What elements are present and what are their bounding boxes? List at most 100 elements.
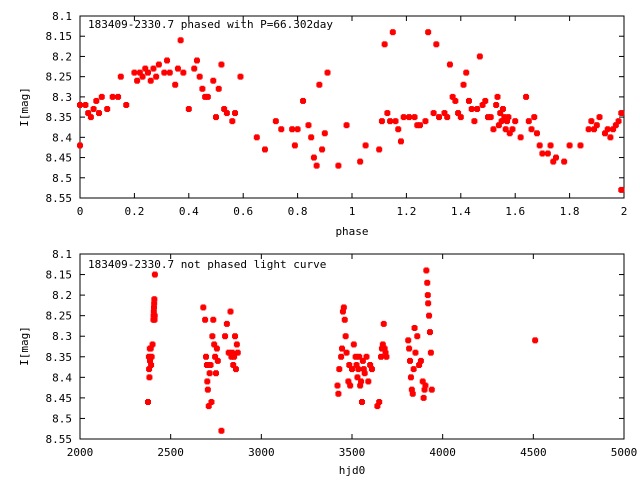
unphased-data-point: [200, 304, 207, 311]
phased-data-point: [425, 29, 432, 36]
phased-data-point: [221, 106, 228, 113]
phased-data-point: [98, 93, 105, 100]
phased-x-tick-label: 0.6: [233, 205, 253, 218]
unphased-data-point: [347, 382, 354, 389]
phased-data-point: [199, 85, 206, 92]
unphased-data-point: [357, 382, 364, 389]
phased-data-point: [509, 126, 516, 133]
phased-data-point: [77, 142, 83, 149]
phased-data-point: [468, 106, 475, 113]
phased-data-point: [547, 142, 554, 149]
unphased-data-point: [209, 333, 216, 340]
unphased-data-point: [350, 341, 357, 348]
unphased-data-point: [414, 333, 421, 340]
phased-data-point: [471, 118, 478, 125]
unphased-data-point: [354, 374, 361, 381]
unphased-data-point: [363, 353, 370, 360]
phased-y-tick-label: 8.45: [46, 152, 73, 165]
phased-data-point: [585, 126, 592, 133]
phased-data-point: [96, 110, 103, 117]
phased-data-point: [218, 61, 225, 68]
unphased-data-point: [426, 312, 433, 319]
unphased-x-tick-label: 5000: [611, 446, 638, 459]
unphased-data-point: [148, 362, 155, 368]
unphased-chart-title: 183409-2330.7 not phased light curve: [88, 258, 326, 271]
phased-data-point: [411, 114, 418, 121]
phased-x-tick-label: 0.4: [179, 205, 199, 218]
unphased-data-point: [146, 357, 153, 364]
phased-data-point: [531, 114, 538, 121]
unphased-data-point: [203, 362, 210, 368]
phased-data-point: [406, 114, 413, 121]
unphased-data-point: [425, 300, 432, 307]
unphased-data-point: [338, 353, 345, 360]
phased-y-tick-label: 8.4: [52, 131, 72, 144]
phased-data-point: [161, 69, 168, 76]
unphased-data-point: [424, 292, 431, 299]
unphased-data-point: [367, 362, 374, 368]
unphased-data-point: [340, 304, 347, 311]
unphased-data-point: [532, 337, 539, 344]
unphased-data-point: [428, 386, 435, 393]
phased-data-point: [505, 114, 512, 121]
unphased-data-point: [349, 366, 355, 373]
phased-data-point: [155, 61, 162, 68]
unphased-data-point: [202, 316, 209, 323]
unphased-data-point: [405, 337, 412, 344]
phased-data-point: [400, 114, 407, 121]
phased-data-point: [422, 118, 429, 125]
unphased-data-point: [151, 316, 158, 323]
phased-data-point: [436, 114, 443, 121]
phased-data-point: [172, 81, 179, 88]
unphased-data-point: [343, 349, 350, 356]
phased-y-tick-label: 8.55: [46, 192, 73, 205]
phased-data-point: [433, 41, 440, 48]
unphased-data-point: [424, 279, 431, 286]
phased-data-point: [324, 69, 331, 76]
phased-data-point: [550, 158, 557, 165]
unphased-data-point: [368, 366, 375, 373]
unphased-data-point: [417, 357, 424, 364]
phased-y-tick-label: 8.3: [52, 91, 72, 104]
phased-data-point: [193, 57, 200, 64]
unphased-data-point: [422, 382, 429, 389]
phased-data-point: [497, 110, 504, 117]
phased-data-point: [539, 150, 546, 157]
phased-data-point: [300, 97, 307, 104]
phased-data-point: [191, 65, 198, 72]
phased-data-point: [465, 97, 472, 104]
unphased-x-tick-label: 3000: [248, 446, 275, 459]
phased-data-point: [272, 118, 279, 125]
phased-data-point: [615, 118, 622, 125]
unphased-y-tick-label: 8.4: [52, 371, 72, 384]
phased-data-point: [523, 93, 530, 100]
phased-data-point: [618, 186, 625, 193]
phased-data-point: [452, 97, 459, 104]
phased-y-tick-label: 8.5: [52, 172, 72, 185]
phased-x-axis-label: phase: [335, 225, 368, 238]
phased-data-point: [223, 110, 230, 117]
phased-data-point: [343, 122, 350, 129]
unphased-data-point: [151, 312, 158, 319]
phased-data-point: [397, 138, 404, 145]
unphased-data-point: [208, 399, 215, 405]
unphased-data-point: [378, 353, 385, 360]
phased-data-point: [482, 97, 489, 104]
unphased-data-point: [361, 370, 368, 377]
unphased-data-point: [421, 386, 428, 393]
phased-data-point: [316, 81, 323, 88]
unphased-data-point: [145, 399, 151, 405]
phased-data-point: [308, 134, 315, 141]
phased-data-point: [185, 106, 192, 113]
phased-data-point: [253, 134, 260, 141]
phased-x-tick-label: 0.8: [288, 205, 308, 218]
phased-ticks: 0 0.2 0.4 0.6 0.8 1 1.2 1.4 1.6 1.8 2 8.1 8.15 8.2 8.2…: [46, 10, 628, 218]
phased-data-point: [335, 162, 342, 169]
phased-data-point: [449, 93, 456, 100]
unphased-data-point: [359, 357, 366, 364]
phased-data-point: [536, 142, 543, 149]
unphased-data-point: [352, 353, 359, 360]
unphased-data-point: [383, 353, 390, 360]
phased-data-point: [460, 81, 467, 88]
phased-data-point: [533, 130, 540, 137]
